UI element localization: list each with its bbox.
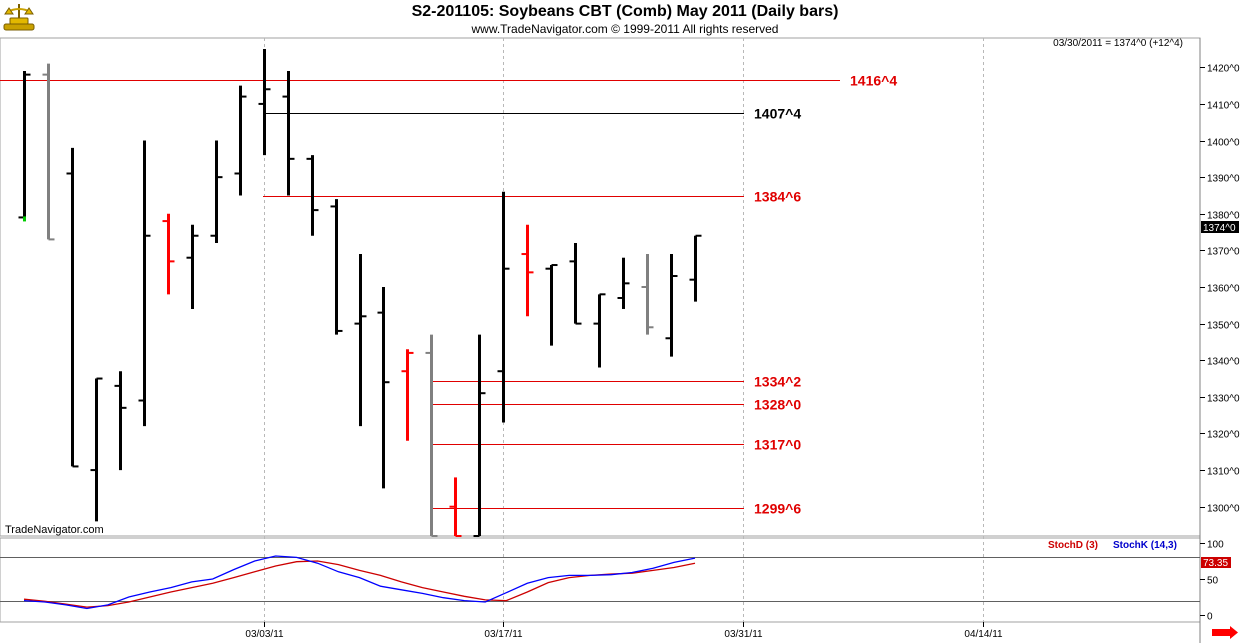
ohlc-bar[interactable]: [186, 224, 199, 309]
ohlc-bar[interactable]: [617, 257, 630, 309]
ohlc-bar[interactable]: [306, 155, 319, 236]
scroll-right-button[interactable]: [1209, 626, 1239, 639]
chart-title: S2-201105: Soybeans CBT (Comb) May 2011 …: [411, 3, 839, 20]
price-tick-label: 1300^0: [1207, 504, 1240, 515]
stoch-d-legend: StochD (3): [1048, 540, 1098, 551]
ohlc-bar[interactable]: [641, 254, 654, 335]
ohlc-bar[interactable]: [377, 287, 390, 489]
ohlc-bar[interactable]: [401, 349, 414, 441]
ohlc-bar[interactable]: [569, 243, 582, 325]
ohlc-bar[interactable]: [689, 234, 702, 302]
ohlc-bar[interactable]: [545, 264, 558, 346]
price-tick-label: 1340^0: [1207, 357, 1240, 368]
price-tick-label: 1410^0: [1207, 101, 1240, 112]
stoch-d-line: [23, 560, 696, 608]
stoch-tick-label: 0: [1207, 612, 1213, 623]
price-tick-label: 1380^0: [1207, 211, 1240, 222]
ohlc-bar[interactable]: [282, 70, 295, 196]
ohlc-bar[interactable]: [521, 224, 534, 317]
stoch-value-tag-text: 73.35: [1203, 558, 1228, 569]
ohlc-bar[interactable]: [42, 63, 55, 241]
level-label: 1328^0: [754, 397, 801, 413]
ohlc-bar[interactable]: [425, 334, 438, 537]
price-readout: 03/30/2011 = 1374^0 (+12^4): [1053, 38, 1183, 49]
price-tick-label: 1310^0: [1207, 467, 1240, 478]
stoch-k-line: [23, 555, 696, 610]
trade-navigator-logo-icon: [3, 4, 35, 31]
price-tick-label: 1330^0: [1207, 394, 1240, 405]
ohlc-bar[interactable]: [162, 213, 175, 295]
price-tick-label: 1390^0: [1207, 174, 1240, 185]
date-tick-label: 03/31/11: [724, 629, 763, 640]
ohlc-bar[interactable]: [114, 371, 127, 471]
stoch-value-tag: 73.35: [1201, 557, 1231, 569]
ohlc-bar[interactable]: [66, 147, 79, 468]
price-tick-label: 1420^0: [1207, 64, 1240, 75]
price-tick-label: 1370^0: [1207, 247, 1240, 258]
ohlc-bar[interactable]: [449, 477, 462, 537]
ohlc-bar[interactable]: [354, 254, 367, 427]
stoch-tick-label: 50: [1207, 576, 1219, 587]
price-tick-label: 1360^0: [1207, 284, 1240, 295]
level-label: 1416^4: [850, 73, 897, 89]
ohlc-bar[interactable]: [234, 85, 247, 196]
level-label: 1317^0: [754, 437, 801, 453]
date-tick-label: 03/03/11: [245, 629, 284, 640]
level-label: 1334^2: [754, 374, 801, 390]
chart-header: S2-201105: Soybeans CBT (Comb) May 2011 …: [0, 0, 1250, 38]
level-label: 1299^6: [754, 501, 801, 517]
price-panel: [0, 37, 1201, 537]
ohlc-bar[interactable]: [138, 140, 151, 427]
last-price-tag: 1374^0: [1201, 221, 1239, 234]
watermark: TradeNavigator.com: [5, 524, 104, 536]
level-label: 1384^6: [754, 189, 801, 205]
ohlc-bar[interactable]: [473, 334, 486, 537]
level-label: 1407^4: [754, 106, 801, 122]
date-tick-label: 04/14/11: [964, 629, 1003, 640]
price-tick-label: 1320^0: [1207, 430, 1240, 441]
price-tick-label: 1400^0: [1207, 138, 1240, 149]
ohlc-bar[interactable]: [593, 293, 606, 368]
stoch-k-legend: StochK (14,3): [1113, 540, 1177, 551]
chart-subtitle: www.TradeNavigator.com © 1999-2011 All r…: [471, 22, 779, 36]
price-tick-label: 1350^0: [1207, 321, 1240, 332]
last-price-tag-text: 1374^0: [1203, 223, 1236, 234]
indicator-panel: [0, 537, 1201, 623]
stoch-tick-label: 100: [1207, 540, 1224, 551]
ohlc-bar[interactable]: [258, 48, 271, 156]
ohlc-bar[interactable]: [90, 377, 103, 522]
date-tick-label: 03/17/11: [484, 629, 523, 640]
ohlc-bar[interactable]: [210, 140, 223, 244]
ohlc-bar[interactable]: [665, 254, 678, 357]
ohlc-bar[interactable]: [330, 199, 343, 335]
ohlc-bar[interactable]: [497, 191, 510, 423]
